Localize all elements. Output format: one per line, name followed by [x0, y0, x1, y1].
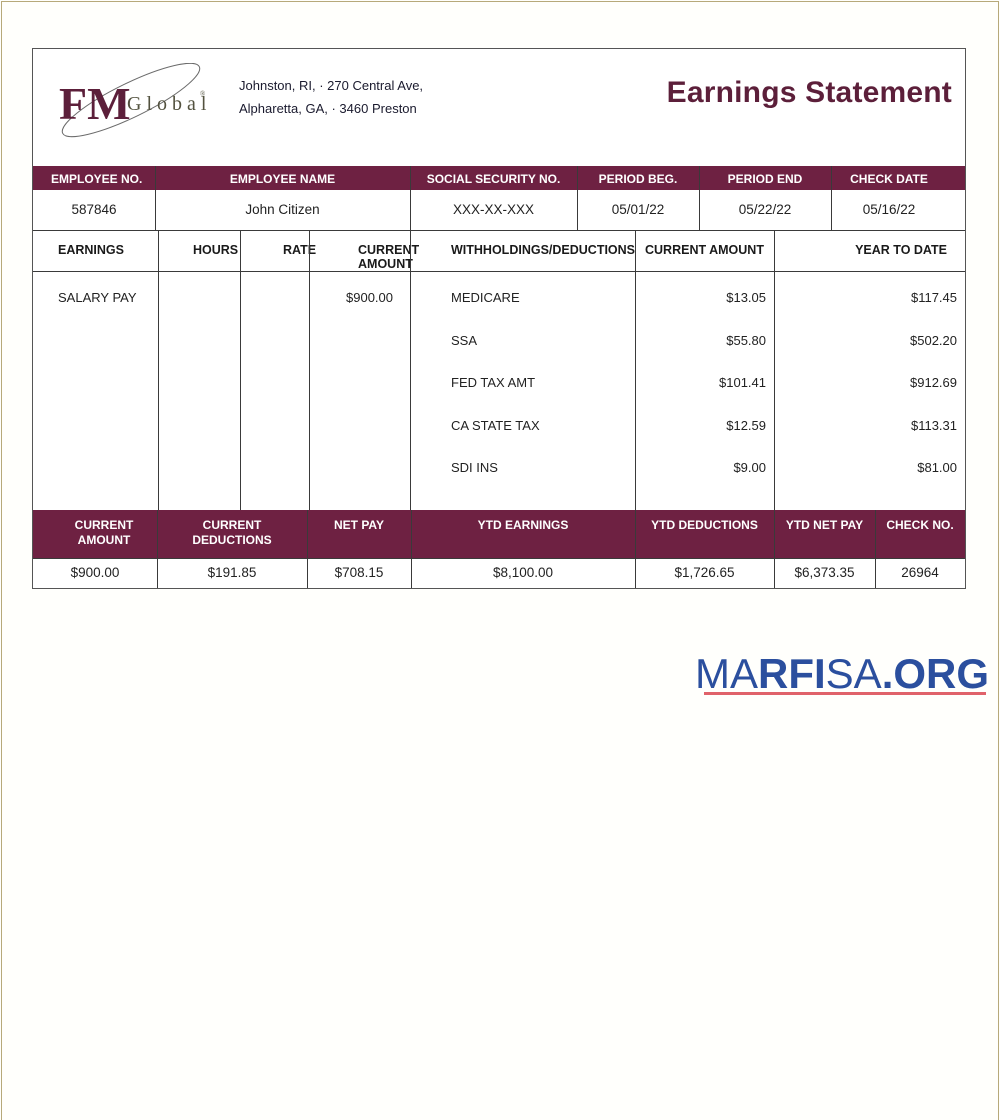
- svg-text:G l o b a l: G l o b a l: [127, 93, 207, 115]
- svg-text:FM: FM: [59, 78, 131, 129]
- svg-text:®: ®: [200, 90, 206, 98]
